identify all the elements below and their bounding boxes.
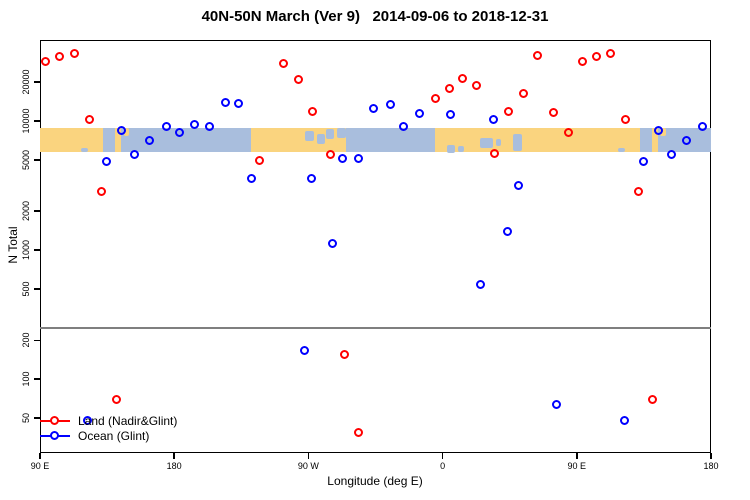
plot-area <box>40 40 711 453</box>
y-tick-label: 200 <box>21 332 31 348</box>
y-tick-label: 5000 <box>21 149 31 170</box>
legend-item-ocean: Ocean (Glint) <box>40 428 260 443</box>
land-series-symbol <box>40 415 70 426</box>
legend-item-land: Land (Nadir&Glint) <box>40 413 260 428</box>
chart-title: 40N-50N March (Ver 9) 2014-09-06 to 2018… <box>201 8 549 25</box>
x-tick-label: 90 E <box>30 461 50 471</box>
open-circle-icon <box>50 415 59 425</box>
x-tick-mark <box>441 453 444 459</box>
x-tick-mark <box>39 453 41 459</box>
y-tick-label: 500 <box>21 281 31 297</box>
ocean-series-symbol <box>40 430 70 441</box>
x-tick-label: 180 <box>166 461 182 471</box>
x-tick-label: 90 E <box>567 461 587 471</box>
y-tick-label: 50 <box>21 413 31 424</box>
x-tick-label: 90 W <box>297 461 319 471</box>
x-tick-label: 0 <box>440 461 446 471</box>
x-tick-label: 180 <box>703 461 719 471</box>
y-tick-label: 2000 <box>21 201 31 222</box>
y-tick-label: 1000 <box>21 240 31 261</box>
x-tick-mark <box>576 453 578 459</box>
x-axis-title: Longitude (deg E) <box>327 474 423 488</box>
y-tick-label: 100 <box>21 371 31 387</box>
x-tick-mark <box>710 453 712 459</box>
open-circle-icon <box>50 430 59 440</box>
y-axis-title: N Total <box>6 226 20 264</box>
x-tick-mark <box>307 453 310 459</box>
legend: Land (Nadir&Glint) Ocean (Glint) <box>40 413 260 443</box>
x-tick-mark <box>173 453 175 459</box>
y-tick-label: 10000 <box>21 108 31 134</box>
legend-label-ocean: Ocean (Glint) <box>78 428 150 443</box>
legend-label-land: Land (Nadir&Glint) <box>78 413 178 428</box>
y-tick-label: 20000 <box>21 69 31 95</box>
